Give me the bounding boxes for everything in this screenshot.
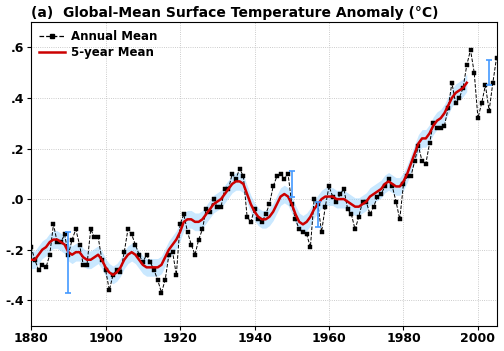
Annual Mean	[319, 230, 325, 234]
5-year Mean	[374, 190, 381, 194]
5-year Mean	[110, 273, 116, 277]
Annual Mean	[251, 207, 258, 211]
Line: 5-year Mean: 5-year Mean	[31, 83, 467, 275]
5-year Mean	[464, 81, 470, 85]
5-year Mean	[334, 197, 340, 201]
Annual Mean	[493, 55, 499, 60]
5-year Mean	[367, 194, 373, 199]
Annual Mean	[28, 245, 34, 249]
Annual Mean	[158, 291, 164, 295]
Annual Mean	[307, 245, 313, 249]
5-year Mean	[28, 258, 34, 262]
5-year Mean	[181, 220, 187, 224]
5-year Mean	[121, 258, 127, 262]
Annual Mean	[341, 187, 347, 191]
5-year Mean	[77, 250, 83, 254]
Legend: Annual Mean, 5-year Mean: Annual Mean, 5-year Mean	[37, 28, 160, 62]
Line: Annual Mean: Annual Mean	[29, 48, 498, 294]
Text: (a)  Global-Mean Surface Temperature Anomaly (°C): (a) Global-Mean Surface Temperature Anom…	[31, 6, 438, 20]
Annual Mean	[147, 260, 153, 264]
Annual Mean	[58, 240, 64, 244]
Annual Mean	[468, 48, 474, 52]
